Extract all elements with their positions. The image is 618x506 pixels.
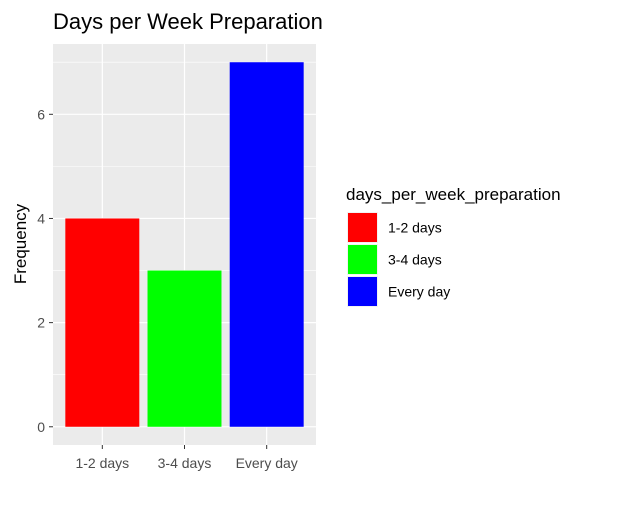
- bar: [65, 218, 140, 427]
- legend-key: [348, 277, 377, 306]
- x-tick-label: Every day: [236, 455, 298, 471]
- legend-label: 1-2 days: [388, 220, 442, 236]
- y-axis: 0 2 4 6: [37, 106, 53, 435]
- y-tick-label: 4: [37, 210, 45, 226]
- y-tick-label: 2: [37, 315, 45, 331]
- legend-label: Every day: [388, 284, 450, 300]
- bar: [229, 62, 304, 427]
- y-tick-label: 6: [37, 106, 45, 122]
- legend-label: 3-4 days: [388, 252, 442, 268]
- bar: [147, 270, 222, 427]
- legend-title: days_per_week_preparation: [346, 185, 561, 204]
- legend: days_per_week_preparation 1-2 days 3-4 da…: [346, 185, 561, 307]
- legend-key: [348, 245, 377, 274]
- legend-key: [348, 213, 377, 242]
- chart-title: Days per Week Preparation: [53, 9, 323, 34]
- x-tick-label: 1-2 days: [75, 455, 129, 471]
- x-tick-label: 3-4 days: [158, 455, 212, 471]
- bars: [65, 62, 304, 427]
- y-tick-label: 0: [37, 419, 45, 435]
- y-axis-title: Frequency: [11, 203, 30, 284]
- x-axis: 1-2 days 3-4 days Every day: [75, 445, 298, 471]
